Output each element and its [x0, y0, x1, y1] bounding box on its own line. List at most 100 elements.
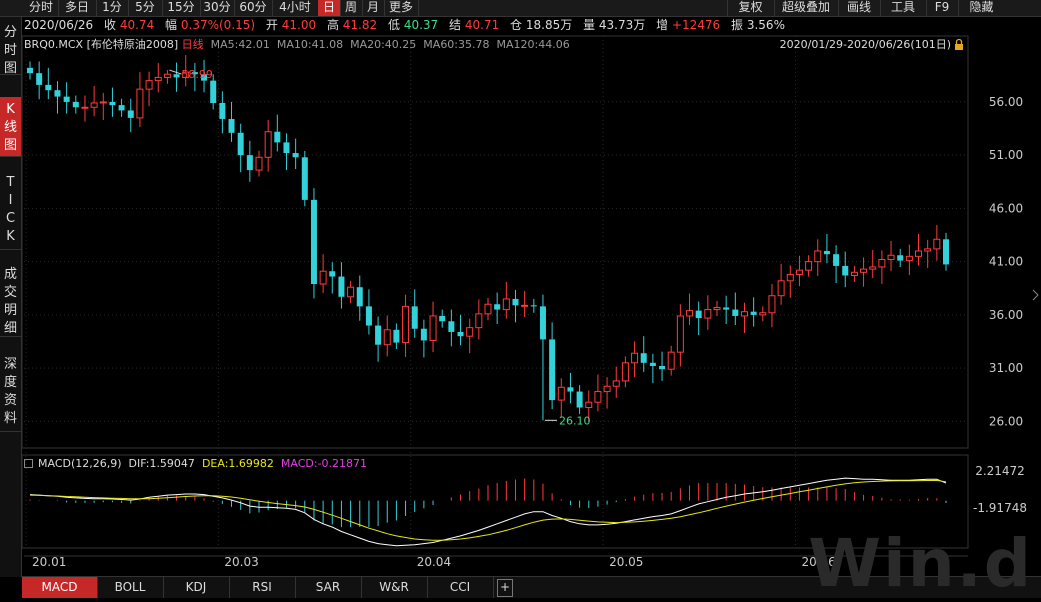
- candle-up: [878, 259, 886, 268]
- period-toolbar: 分时 多日 1分 5分 15分 30分 60分 4小时日周月更多 复权 超级叠加 画线 工具 F9 隐藏: [0, 0, 1041, 17]
- candle-up: [887, 254, 895, 261]
- candle-up: [154, 76, 162, 82]
- candle-down: [36, 73, 43, 85]
- candle-up: [777, 280, 785, 297]
- toolbar-right-2[interactable]: 画线: [838, 0, 879, 16]
- toolbar-right-1[interactable]: 超级叠加: [774, 0, 837, 16]
- period-0[interactable]: 分时: [24, 0, 59, 16]
- y-tick-label: 56.00: [989, 95, 1023, 109]
- candle-down: [420, 328, 427, 341]
- indicator-tab-0[interactable]: MACD: [22, 577, 98, 598]
- candle-up: [521, 304, 529, 307]
- period-label: 日线: [181, 38, 204, 51]
- lock-icon[interactable]: [952, 38, 966, 52]
- candle-down: [237, 132, 244, 156]
- candle-down: [109, 101, 116, 106]
- oi-label: 仓: [510, 18, 523, 32]
- toolbar-right-5[interactable]: 隐藏: [958, 0, 1004, 16]
- candle-up: [704, 309, 712, 319]
- ma20: MA20:40.25: [350, 38, 417, 51]
- x-tick-label: 20.03: [224, 555, 258, 569]
- candle-up: [429, 315, 437, 341]
- candle-down: [365, 306, 372, 326]
- period-10[interactable]: 月: [362, 0, 385, 16]
- indicator-tab-3[interactable]: RSI: [229, 577, 296, 598]
- settle-label: 结: [449, 18, 462, 32]
- add-indicator-button[interactable]: +: [497, 579, 513, 597]
- period-6[interactable]: 60分: [234, 0, 273, 16]
- y-tick-label: 41.00: [989, 255, 1023, 269]
- candle-down: [54, 90, 61, 97]
- low-annotation: 26.10: [559, 414, 591, 427]
- period-4[interactable]: 15分: [162, 0, 201, 16]
- period-5[interactable]: 30分: [200, 0, 235, 16]
- candle-up: [869, 266, 877, 270]
- candle-down: [356, 287, 363, 307]
- candle-up: [915, 250, 923, 257]
- candle-down: [45, 84, 52, 91]
- candle-up: [631, 352, 639, 364]
- x-tick-label: 20.04: [417, 555, 451, 569]
- candle-down: [219, 102, 226, 119]
- period-9[interactable]: 周: [340, 0, 363, 16]
- candle-down: [576, 391, 583, 408]
- candle-up: [740, 311, 748, 317]
- candle-down: [127, 110, 134, 118]
- candle-down: [329, 271, 336, 277]
- candle-down: [201, 74, 208, 81]
- candle-down: [274, 131, 281, 143]
- candle-down: [210, 80, 217, 103]
- period-7[interactable]: 4小时: [272, 0, 319, 16]
- period-11[interactable]: 更多: [384, 0, 419, 16]
- candle-down: [292, 153, 299, 158]
- candle-down: [512, 298, 519, 306]
- candle-up: [502, 298, 510, 311]
- candle-down: [191, 72, 198, 75]
- indicator-tab-6[interactable]: CCI: [427, 577, 494, 598]
- candle-up: [182, 71, 190, 78]
- quote-date: 2020/06/26: [24, 18, 94, 32]
- symbol: BRQ0.MCX: [24, 38, 84, 51]
- candle-down: [732, 309, 739, 316]
- indicator-tab-1[interactable]: BOLL: [97, 577, 164, 598]
- vol-label: 量: [583, 18, 596, 32]
- high-value: 41.82: [342, 18, 378, 32]
- period-1[interactable]: 多日: [58, 0, 97, 16]
- quote-strip: 2020/06/26 收 40.74 幅 0.37%(0.15) 开 41.00…: [24, 17, 792, 34]
- candle-up: [713, 306, 721, 311]
- candle-up: [676, 315, 684, 353]
- toolbar-right-0[interactable]: 复权: [727, 0, 773, 16]
- left-tab-0[interactable]: 分时图: [0, 20, 21, 76]
- collapse-icon[interactable]: [24, 459, 33, 468]
- candle-up: [466, 327, 474, 337]
- indicator-tab-4[interactable]: SAR: [295, 577, 362, 598]
- change-value: 0.37%(0.15): [180, 18, 256, 32]
- close-value: 40.74: [119, 18, 155, 32]
- period-2[interactable]: 1分: [96, 0, 129, 16]
- toolbar-right-4[interactable]: F9: [926, 0, 957, 16]
- candle-up: [90, 102, 98, 108]
- candle-down: [301, 157, 308, 200]
- candle-up: [136, 88, 144, 119]
- candle-up: [319, 270, 327, 285]
- candle-down: [494, 304, 501, 310]
- left-tab-3[interactable]: 成交明细: [0, 262, 21, 337]
- y-tick-label: 36.00: [989, 308, 1023, 322]
- period-8[interactable]: 日: [318, 0, 341, 16]
- indicator-tab-2[interactable]: KDJ: [163, 577, 230, 598]
- left-tab-4[interactable]: 深度资料: [0, 352, 21, 432]
- period-3[interactable]: 5分: [128, 0, 163, 16]
- candle-down: [448, 321, 455, 332]
- toolbar-right-3[interactable]: 工具: [880, 0, 925, 16]
- candle-down: [943, 239, 949, 265]
- candle-down: [640, 353, 647, 363]
- indicator-tab-5[interactable]: W&R: [361, 577, 428, 598]
- candle-up: [860, 268, 868, 273]
- candle-down: [246, 155, 253, 171]
- x-tick-label: 20.05: [609, 555, 643, 569]
- macd-value: MACD:-0.21871: [280, 457, 368, 470]
- candle-down: [833, 254, 840, 266]
